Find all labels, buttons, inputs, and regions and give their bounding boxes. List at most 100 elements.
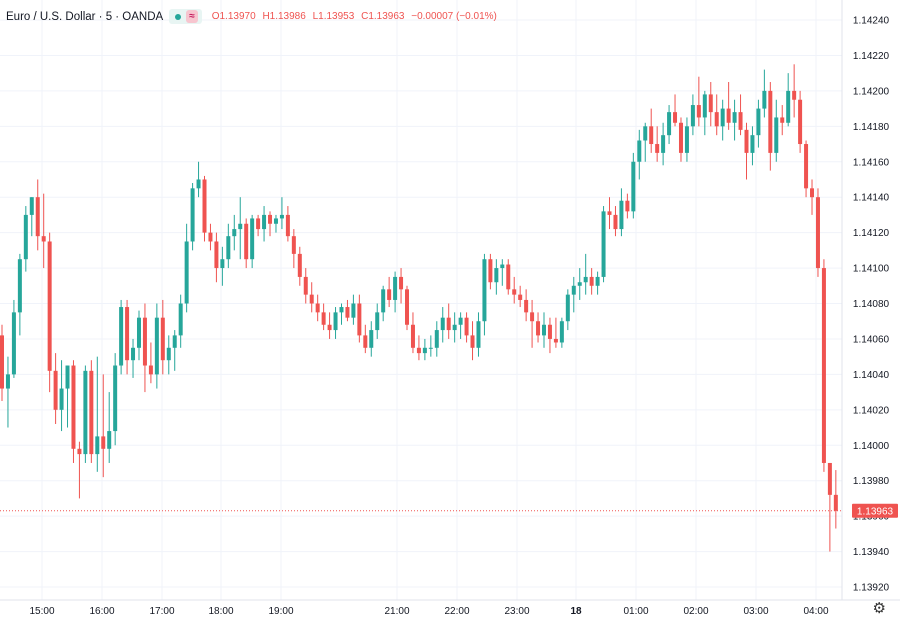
candle[interactable] xyxy=(393,271,398,313)
candle[interactable] xyxy=(232,214,237,251)
candle[interactable] xyxy=(29,197,34,237)
candle[interactable] xyxy=(125,299,130,375)
candle[interactable] xyxy=(774,99,779,162)
candle[interactable] xyxy=(547,317,552,354)
candle[interactable] xyxy=(446,303,451,339)
candle[interactable] xyxy=(202,175,207,242)
candle[interactable] xyxy=(238,197,243,260)
candle[interactable] xyxy=(357,294,362,343)
candle[interactable] xyxy=(470,321,475,361)
candle[interactable] xyxy=(0,324,4,401)
candle[interactable] xyxy=(381,285,386,322)
candle[interactable] xyxy=(684,117,689,162)
gear-icon[interactable]: ⚙ xyxy=(872,600,886,617)
candle[interactable] xyxy=(375,303,380,339)
candle[interactable] xyxy=(107,392,112,463)
candle[interactable] xyxy=(226,223,231,269)
candle[interactable] xyxy=(619,188,624,237)
candle[interactable] xyxy=(315,294,320,322)
symbol-title[interactable]: Euro / U.S. Dollar · 5 · OANDA xyxy=(6,10,164,23)
candle[interactable] xyxy=(637,129,642,180)
candle[interactable] xyxy=(309,282,314,313)
candle[interactable] xyxy=(524,289,529,322)
candle[interactable] xyxy=(303,268,308,304)
candle[interactable] xyxy=(750,126,755,166)
candle[interactable] xyxy=(678,117,683,162)
candle[interactable] xyxy=(17,253,22,336)
candle[interactable] xyxy=(166,335,171,375)
candle[interactable] xyxy=(65,365,70,428)
candle[interactable] xyxy=(285,206,290,242)
candle[interactable] xyxy=(690,94,695,136)
candle[interactable] xyxy=(667,105,672,145)
candle[interactable] xyxy=(500,259,505,286)
candle[interactable] xyxy=(148,342,153,384)
candle[interactable] xyxy=(339,303,344,325)
candle[interactable] xyxy=(649,108,654,153)
candle[interactable] xyxy=(536,312,541,343)
candle[interactable] xyxy=(827,462,832,552)
candle[interactable] xyxy=(142,303,147,393)
candle[interactable] xyxy=(77,441,82,499)
candle[interactable] xyxy=(756,99,761,148)
candle[interactable] xyxy=(786,73,791,127)
candle[interactable] xyxy=(422,338,427,361)
candle[interactable] xyxy=(673,94,678,127)
candle[interactable] xyxy=(559,317,564,348)
candle[interactable] xyxy=(41,193,46,269)
candle[interactable] xyxy=(696,76,701,127)
candle[interactable] xyxy=(178,294,183,348)
candle[interactable] xyxy=(369,321,374,357)
candle[interactable] xyxy=(613,206,618,237)
candle[interactable] xyxy=(268,211,273,237)
candle[interactable] xyxy=(798,90,803,153)
candle[interactable] xyxy=(279,197,284,230)
candle[interactable] xyxy=(506,259,511,295)
candle[interactable] xyxy=(643,122,648,162)
candle[interactable] xyxy=(47,232,52,393)
candle[interactable] xyxy=(702,90,707,136)
candle[interactable] xyxy=(726,82,731,130)
candle[interactable] xyxy=(607,197,612,230)
candle[interactable] xyxy=(655,126,660,162)
candle[interactable] xyxy=(571,276,576,313)
candle[interactable] xyxy=(291,229,296,269)
candle[interactable] xyxy=(71,360,76,463)
candle[interactable] xyxy=(113,353,118,446)
candle[interactable] xyxy=(405,285,410,331)
candle[interactable] xyxy=(661,122,666,166)
candle[interactable] xyxy=(833,470,838,529)
candle[interactable] xyxy=(190,183,195,251)
candle[interactable] xyxy=(720,99,725,141)
candle[interactable] xyxy=(83,365,88,463)
candle[interactable] xyxy=(273,214,278,233)
candle[interactable] xyxy=(428,335,433,357)
candle[interactable] xyxy=(452,312,457,343)
candle[interactable] xyxy=(172,330,177,371)
candle[interactable] xyxy=(589,268,594,295)
legend-controls[interactable]: ≈ xyxy=(169,9,202,24)
candle[interactable] xyxy=(631,152,636,219)
candle[interactable] xyxy=(810,179,815,215)
candle[interactable] xyxy=(214,232,219,283)
candle[interactable] xyxy=(821,259,826,472)
candle[interactable] xyxy=(59,360,64,432)
candle[interactable] xyxy=(494,259,499,295)
candle[interactable] xyxy=(732,99,737,141)
candle[interactable] xyxy=(196,161,201,198)
candle[interactable] xyxy=(250,214,255,269)
candle[interactable] xyxy=(416,335,421,361)
candle[interactable] xyxy=(220,246,225,286)
candle[interactable] xyxy=(625,193,630,219)
candle[interactable] xyxy=(744,122,749,180)
candle[interactable] xyxy=(387,276,392,308)
approx-equal-icon[interactable]: ≈ xyxy=(186,10,198,23)
candle[interactable] xyxy=(351,294,356,325)
candle[interactable] xyxy=(553,317,558,348)
candle[interactable] xyxy=(708,82,713,127)
candle[interactable] xyxy=(714,94,719,136)
candle[interactable] xyxy=(208,223,213,251)
candle[interactable] xyxy=(512,276,517,304)
candle[interactable] xyxy=(160,299,165,375)
